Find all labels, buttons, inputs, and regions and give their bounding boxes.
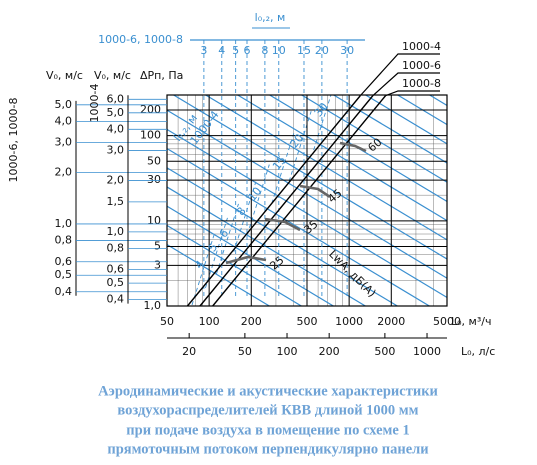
velocity-tick-label: 4,0 bbox=[107, 122, 125, 135]
iso-line bbox=[236, 95, 447, 222]
throw-iso-line bbox=[288, 111, 312, 182]
x-tick-label: 5000 bbox=[433, 315, 461, 328]
velocity-tick-label: 0,6 bbox=[55, 255, 73, 268]
throw-iso-line bbox=[271, 133, 295, 204]
noise-curve bbox=[225, 255, 267, 265]
velocity-tick-label: 2,0 bbox=[107, 174, 125, 187]
velocity-tick-label: 6,0 bbox=[107, 92, 125, 105]
throw-tick-label: 30 bbox=[340, 44, 354, 57]
leader-line bbox=[372, 72, 440, 97]
noise-curve bbox=[299, 184, 331, 199]
caption-line: прямоточным потоком перпендикулярно пане… bbox=[107, 441, 428, 457]
velocity-tick-label: 2,0 bbox=[55, 166, 73, 179]
velocity-tick-label: 0,6 bbox=[107, 263, 125, 276]
velocity-tick-label: 1,0 bbox=[55, 217, 73, 230]
velocity-tick-label: 0,8 bbox=[107, 241, 125, 254]
x-axis-title: L₀, м³/ч bbox=[451, 315, 491, 328]
throw-iso-line bbox=[233, 181, 257, 252]
velocity-tick-label: 4,0 bbox=[55, 114, 73, 127]
y-tick-label: 50 bbox=[147, 154, 161, 167]
leader-line bbox=[385, 90, 440, 97]
y-tick-label: 30 bbox=[147, 173, 161, 186]
velocity-tick-label: 0,5 bbox=[55, 268, 73, 281]
velocity-tick-label: 5,0 bbox=[107, 106, 125, 119]
x-tick-label: 50 bbox=[160, 315, 174, 328]
throw-tick-label: 15 bbox=[297, 44, 311, 57]
velocity-axis-title: 1000-4 bbox=[88, 84, 101, 123]
iso-line bbox=[428, 95, 447, 107]
velocity-axis-label: V₀, м/с bbox=[46, 69, 83, 82]
series-line bbox=[212, 95, 387, 307]
iso-line bbox=[300, 95, 447, 183]
series-line bbox=[186, 95, 361, 307]
iso-line bbox=[364, 95, 447, 145]
throw-tick-label: 3 bbox=[200, 44, 207, 57]
throw-tick-label: 4 bbox=[218, 44, 225, 57]
throw-iso-line bbox=[191, 234, 215, 306]
x2-tick-label: 20 bbox=[182, 345, 196, 358]
throw-tick-label: 8 bbox=[261, 44, 268, 57]
y-tick-label: 5 bbox=[154, 239, 161, 252]
iso-line bbox=[172, 95, 447, 260]
iso-line bbox=[396, 95, 447, 126]
velocity-tick-label: 1,5 bbox=[107, 195, 125, 208]
velocity-tick-label: 0,4 bbox=[107, 293, 125, 306]
velocity-tick-label: 1,0 bbox=[107, 225, 125, 238]
x-tick-label: 2000 bbox=[377, 315, 405, 328]
velocity-tick-label: 0,4 bbox=[55, 285, 73, 298]
y-tick-label: 1,0 bbox=[144, 299, 162, 312]
velocity-tick-label: 0,5 bbox=[107, 276, 125, 289]
x-tick-label: 200 bbox=[241, 315, 262, 328]
throw-axis-label: l₀,₂, м bbox=[255, 11, 286, 24]
throw-iso-line bbox=[205, 217, 228, 288]
throw-tick-label: 20 bbox=[315, 44, 329, 57]
velocity-tick-label: 5,0 bbox=[55, 98, 73, 111]
velocity-tick-label: 3,0 bbox=[55, 136, 73, 149]
iso-line bbox=[332, 95, 447, 164]
x-tick-label: 500 bbox=[297, 315, 318, 328]
caption-line: Аэродинамические и акустические характер… bbox=[98, 383, 438, 399]
x2-axis-title: L₀, л/с bbox=[461, 345, 495, 358]
throw-tick-label: 10 bbox=[272, 44, 286, 57]
plot-frame bbox=[166, 94, 448, 307]
leader-line bbox=[359, 53, 440, 97]
y-tick-label: 100 bbox=[140, 129, 161, 142]
x-tick-label: 1000 bbox=[335, 315, 363, 328]
throw-iso-line bbox=[246, 164, 270, 235]
y-tick-label: 10 bbox=[147, 214, 161, 227]
noise-curve bbox=[339, 141, 367, 153]
y-axis-title: ΔPп, Па bbox=[140, 69, 183, 82]
x2-tick-label: 100 bbox=[277, 345, 298, 358]
x2-tick-label: 200 bbox=[319, 345, 340, 358]
legend-label: 1000-8 bbox=[402, 77, 441, 90]
x2-tick-label: 500 bbox=[374, 345, 395, 358]
iso-line bbox=[268, 95, 447, 203]
x2-tick-label: 1000 bbox=[413, 345, 441, 358]
velocity-tick-label: 0,8 bbox=[55, 233, 73, 246]
y-tick-label: 3 bbox=[154, 258, 161, 271]
throw-iso-line bbox=[216, 203, 239, 274]
velocity-axis-title: 1000-6, 1000-8 bbox=[7, 98, 20, 183]
velocity-axis-label: V₀, м/с bbox=[94, 69, 131, 82]
noise-curve bbox=[264, 217, 301, 232]
x2-tick-label: 50 bbox=[238, 345, 252, 358]
x-tick-label: 100 bbox=[199, 315, 220, 328]
legend-label: 1000-4 bbox=[402, 40, 441, 53]
legend-label: 1000-6 bbox=[402, 59, 441, 72]
velocity-tick-label: 3,0 bbox=[107, 144, 125, 157]
series-line bbox=[199, 95, 374, 307]
throw-axis-title: 1000-6, 1000-8 bbox=[98, 33, 183, 46]
throw-iso-line bbox=[313, 95, 332, 151]
caption-line: при подаче воздуха в помещение по схеме … bbox=[126, 422, 409, 438]
throw-tick-label: 6 bbox=[243, 44, 250, 57]
caption-line: воздухораспределителей КВВ длиной 1000 м… bbox=[117, 402, 418, 418]
throw-tick-label: 5 bbox=[232, 44, 239, 57]
